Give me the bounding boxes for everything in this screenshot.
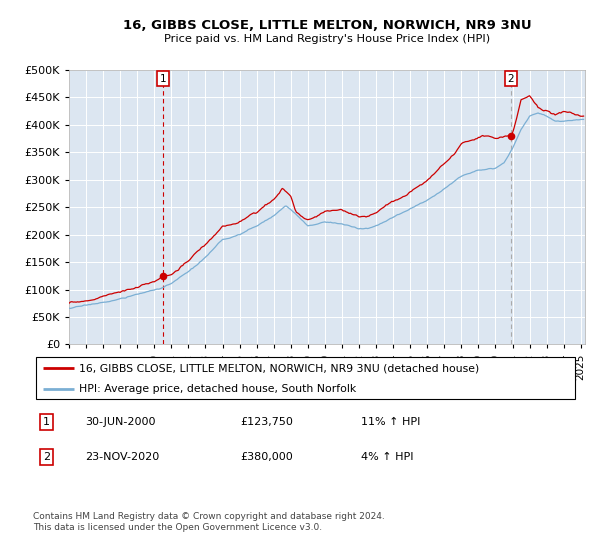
Text: HPI: Average price, detached house, South Norfolk: HPI: Average price, detached house, Sout… <box>79 384 356 394</box>
Text: £123,750: £123,750 <box>241 417 293 427</box>
Text: 2: 2 <box>508 74 514 84</box>
Text: 1: 1 <box>160 74 166 84</box>
Text: 1: 1 <box>43 417 50 427</box>
Text: 4% ↑ HPI: 4% ↑ HPI <box>361 452 413 463</box>
Text: Contains HM Land Registry data © Crown copyright and database right 2024.
This d: Contains HM Land Registry data © Crown c… <box>33 512 385 532</box>
Text: £380,000: £380,000 <box>241 452 293 463</box>
Text: 23-NOV-2020: 23-NOV-2020 <box>85 452 159 463</box>
Text: 2: 2 <box>43 452 50 463</box>
Text: 11% ↑ HPI: 11% ↑ HPI <box>361 417 420 427</box>
FancyBboxPatch shape <box>36 357 575 399</box>
Text: 30-JUN-2000: 30-JUN-2000 <box>85 417 155 427</box>
Text: Price paid vs. HM Land Registry's House Price Index (HPI): Price paid vs. HM Land Registry's House … <box>164 34 490 44</box>
Text: 16, GIBBS CLOSE, LITTLE MELTON, NORWICH, NR9 3NU (detached house): 16, GIBBS CLOSE, LITTLE MELTON, NORWICH,… <box>79 363 479 373</box>
Text: 16, GIBBS CLOSE, LITTLE MELTON, NORWICH, NR9 3NU: 16, GIBBS CLOSE, LITTLE MELTON, NORWICH,… <box>122 18 532 32</box>
